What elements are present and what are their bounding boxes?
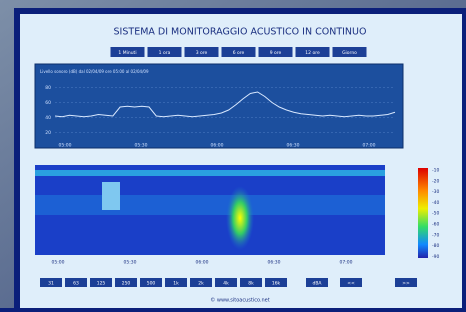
title: SISTEMA DI MONITORAGGIO ACUSTICO IN CONT… (114, 27, 367, 38)
colorbar-label: -20 (432, 178, 439, 184)
x-tick-label: 06:00 (196, 260, 209, 266)
spectrogram-band (35, 170, 385, 176)
nav-button-label: 1 ora (159, 50, 171, 56)
band-button-label: 31 (48, 281, 54, 287)
footer: © www.sitoacustico.net (210, 297, 269, 304)
band-button-label: 4k (223, 281, 229, 287)
band-button-label: 500 (147, 281, 156, 287)
y-tick-label: 60 (45, 100, 51, 106)
nav-button-label: Giorno (342, 50, 357, 56)
y-tick-label: 80 (45, 85, 51, 91)
spectrogram-band (35, 195, 385, 215)
nav-button-label: 1 Minuti (118, 50, 136, 56)
band-button-label: 250 (122, 281, 131, 287)
colorbar-label: -80 (432, 243, 439, 249)
x-tick-label: 05:00 (59, 143, 72, 149)
y-tick-label: 20 (45, 130, 51, 136)
colorbar (418, 168, 428, 258)
y-tick-label: 40 (45, 115, 51, 121)
band-button-label: 16k (272, 281, 281, 287)
nav-button-label: 9 ore (270, 50, 282, 56)
band-button-label: << (347, 281, 355, 287)
x-tick-label: 05:30 (135, 143, 148, 149)
band-button-label: 2k (198, 281, 204, 287)
x-tick-label: 06:00 (211, 143, 224, 149)
x-tick-label: 07:00 (363, 143, 376, 149)
x-tick-label: 07:00 (340, 260, 353, 266)
x-tick-label: 06:30 (268, 260, 281, 266)
colorbar-label: -70 (432, 232, 439, 238)
chart-caption: Livello sonoro (dB) dal 02/04/09 ore 05:… (40, 69, 149, 74)
spectrogram-event (226, 186, 254, 250)
x-tick-label: 05:00 (52, 260, 65, 266)
colorbar-label: -50 (432, 211, 439, 217)
colorbar-label: -40 (432, 200, 439, 206)
band-button-label: dBA (312, 281, 322, 287)
band-button-label: 1k (173, 281, 179, 287)
x-tick-label: 06:30 (287, 143, 300, 149)
colorbar-label: -30 (432, 189, 439, 195)
band-button-label: 63 (73, 281, 79, 287)
nav-button-label: 3 ore (196, 50, 208, 56)
band-button-label: >> (402, 281, 410, 287)
nav-button-label: 12 ore (305, 50, 320, 56)
colorbar-label: -60 (432, 222, 439, 228)
band-button-label: 125 (97, 281, 106, 287)
page-panel (20, 14, 462, 308)
nav-button-label: 6 ore (233, 50, 245, 56)
level-chart (35, 64, 403, 148)
x-tick-label: 05:30 (124, 260, 137, 266)
screen: SISTEMA DI MONITORAGGIO ACUSTICO IN CONT… (0, 0, 466, 308)
colorbar-label: -90 (432, 254, 439, 260)
colorbar-label: -10 (432, 168, 439, 174)
band-button-label: 8k (248, 281, 254, 287)
spectrogram-event (102, 182, 120, 210)
